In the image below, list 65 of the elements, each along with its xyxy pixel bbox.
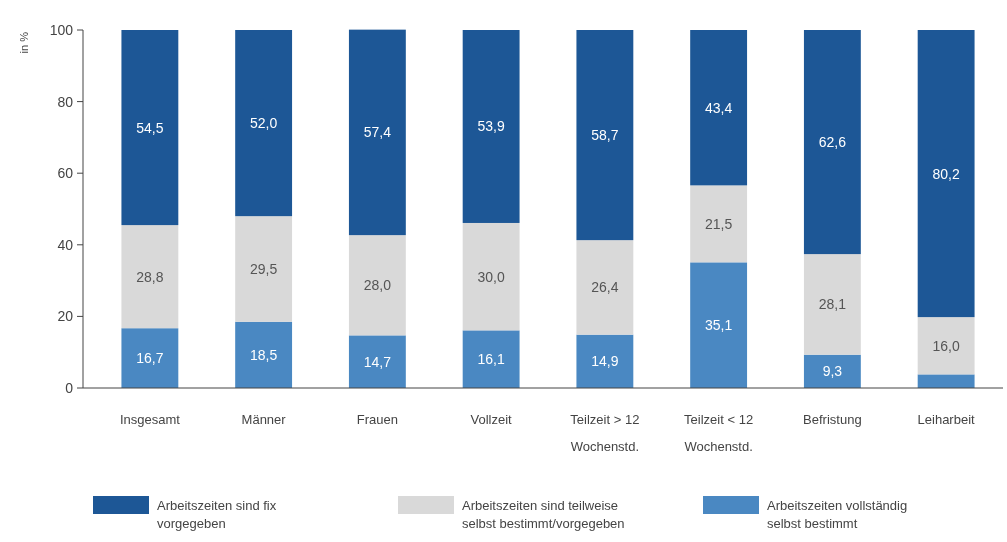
data-label: 30,0 (477, 268, 505, 285)
data-label: 28,0 (363, 277, 392, 294)
y-tick-label: 80 (57, 93, 74, 110)
x-tick-label: Leiharbeit (917, 412, 976, 427)
bar (348, 335, 406, 388)
x-tick-label: Teilzeit > 12 Wochenstd. (570, 412, 640, 454)
data-label: 29,5 (250, 260, 278, 277)
bar (690, 30, 748, 186)
y-tick-label: 40 (57, 236, 74, 253)
data-label: 16,7 (136, 350, 164, 367)
bar (462, 222, 520, 331)
data-label: 16,1 (477, 351, 505, 368)
data-label: 35,1 (705, 317, 733, 334)
bar (462, 30, 520, 223)
data-label: 52,0 (250, 115, 278, 132)
bar (235, 216, 293, 322)
legend-label: Arbeitszeiten vollständig selbst bestimmt (767, 498, 908, 531)
bar (803, 354, 861, 388)
bar (690, 262, 748, 388)
data-label: 28,8 (136, 268, 164, 285)
data-label: 18,5 (250, 346, 278, 363)
x-tick-label: Frauen (356, 412, 398, 427)
data-label: 16,0 (932, 337, 960, 354)
bar (462, 330, 520, 388)
bar (576, 240, 634, 335)
data-label: 57,4 (363, 124, 392, 141)
data-label: 53,9 (477, 118, 505, 135)
bar (803, 30, 861, 255)
bar (917, 317, 975, 375)
data-label: 21,5 (705, 215, 733, 232)
data-label: 9,3 (822, 363, 843, 380)
bar (576, 30, 634, 241)
bar (917, 30, 975, 318)
y-tick-label: 100 (49, 22, 74, 38)
y-tick-label: 60 (57, 165, 74, 182)
data-label: 43,4 (705, 99, 733, 116)
data-label: 28,1 (818, 296, 847, 313)
bar (235, 321, 293, 388)
legend-label: Arbeitszeiten sind teilweise selbst bestimmt/vorgegeben (462, 498, 625, 531)
x-tick-label: Befristung (803, 412, 862, 427)
y-axis-title: in % (18, 31, 30, 54)
bar (576, 334, 634, 388)
data-label: 14,7 (363, 353, 392, 370)
x-tick-label: Teilzeit < 12 Wochenstd. (684, 412, 754, 454)
data-label: 58,7 (591, 127, 619, 144)
bar (121, 328, 179, 388)
bar (121, 225, 179, 329)
bar (348, 235, 406, 336)
bar (803, 254, 861, 355)
x-tick-label: Männer (241, 412, 287, 427)
x-tick-label: Insgesamt (119, 412, 181, 427)
data-label: 54,5 (136, 119, 164, 136)
bar (121, 30, 179, 226)
y-tick-label: 0 (65, 380, 74, 396)
data-label: 62,6 (818, 134, 847, 151)
data-label: 80,2 (932, 165, 960, 182)
y-tick-label: 20 (57, 308, 74, 325)
bar (235, 30, 293, 217)
x-tick-label: Vollzeit (470, 412, 513, 427)
bar (348, 29, 406, 236)
data-label: 26,4 (591, 279, 619, 296)
data-label: 14,9 (591, 353, 619, 370)
legend-label: Arbeitszeiten sind fix vorgegeben (157, 498, 277, 531)
bar (917, 374, 975, 388)
bar (690, 185, 748, 263)
